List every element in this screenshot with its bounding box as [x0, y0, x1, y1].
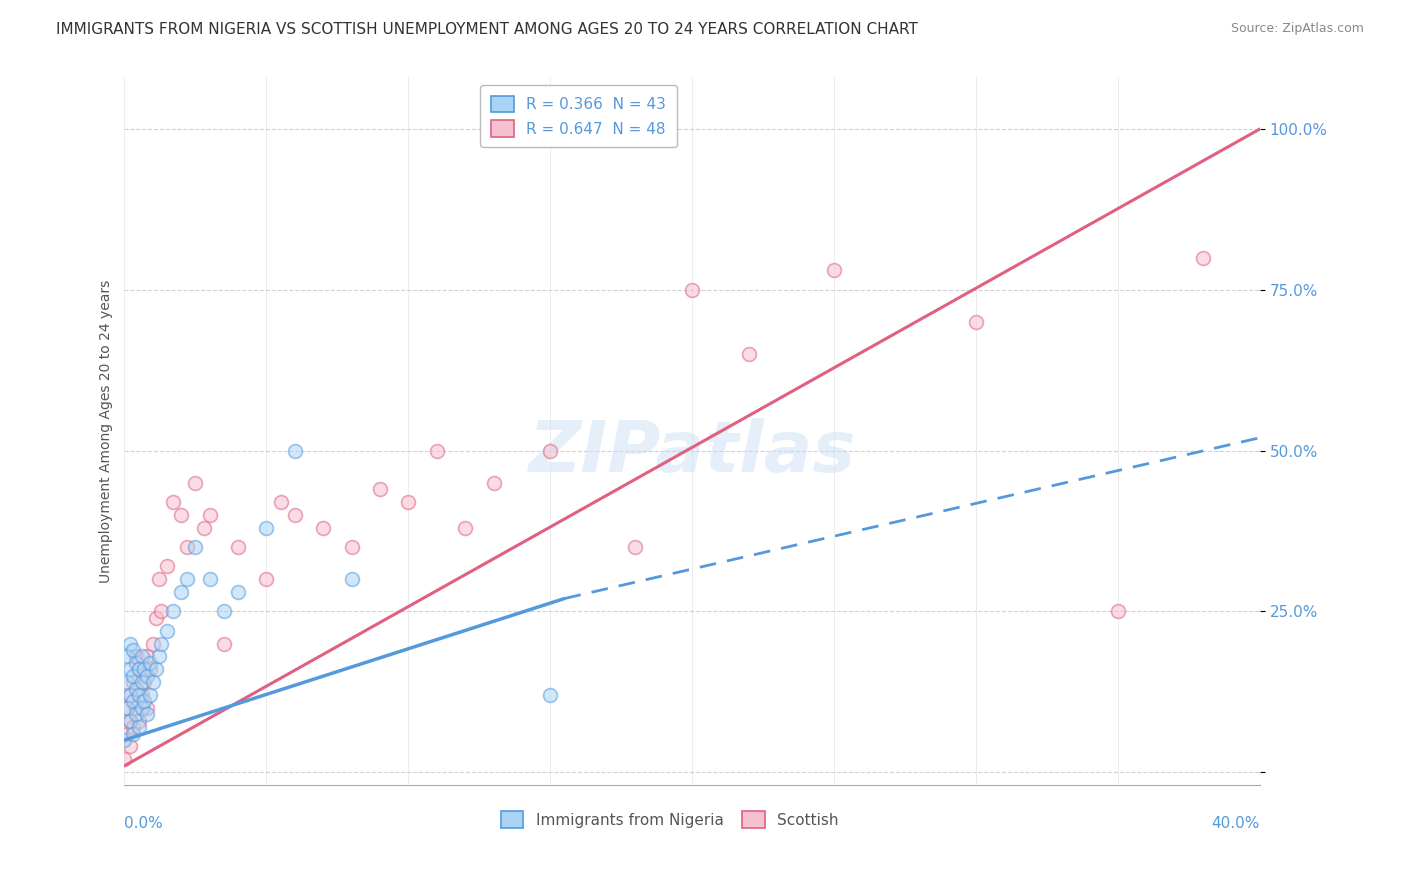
- Point: [226, 585, 249, 599]
- Point: [145, 662, 167, 676]
- Point: [120, 714, 142, 728]
- Point: [139, 662, 162, 676]
- Point: [965, 315, 987, 329]
- Text: ZIPatlas: ZIPatlas: [529, 418, 856, 487]
- Point: [150, 636, 173, 650]
- Point: [125, 681, 148, 696]
- Point: [131, 688, 153, 702]
- Text: Source: ZipAtlas.com: Source: ZipAtlas.com: [1230, 22, 1364, 36]
- Point: [128, 662, 150, 676]
- Point: [198, 572, 221, 586]
- Point: [454, 521, 477, 535]
- Point: [284, 508, 307, 522]
- Point: [284, 443, 307, 458]
- Point: [156, 624, 179, 638]
- Point: [125, 707, 148, 722]
- Point: [145, 611, 167, 625]
- Point: [270, 495, 292, 509]
- Point: [128, 662, 150, 676]
- Point: [226, 540, 249, 554]
- Point: [176, 540, 198, 554]
- Point: [134, 694, 156, 708]
- Point: [254, 572, 277, 586]
- Point: [156, 559, 179, 574]
- Point: [120, 739, 142, 754]
- Point: [117, 726, 139, 740]
- Point: [120, 688, 142, 702]
- Point: [538, 443, 561, 458]
- Y-axis label: Unemployment Among Ages 20 to 24 years: Unemployment Among Ages 20 to 24 years: [100, 279, 114, 582]
- Point: [125, 649, 148, 664]
- Point: [184, 540, 207, 554]
- Point: [120, 714, 142, 728]
- Point: [120, 688, 142, 702]
- Point: [738, 347, 761, 361]
- Point: [142, 675, 165, 690]
- Point: [136, 649, 159, 664]
- Point: [136, 707, 159, 722]
- Point: [117, 675, 139, 690]
- Point: [131, 675, 153, 690]
- Point: [125, 701, 148, 715]
- Point: [128, 714, 150, 728]
- Point: [198, 508, 221, 522]
- Point: [212, 636, 235, 650]
- Point: [131, 649, 153, 664]
- Point: [170, 508, 193, 522]
- Point: [176, 572, 198, 586]
- Point: [122, 669, 145, 683]
- Point: [368, 482, 391, 496]
- Point: [312, 521, 335, 535]
- Point: [120, 662, 142, 676]
- Point: [117, 701, 139, 715]
- Point: [162, 495, 184, 509]
- Point: [148, 572, 170, 586]
- Point: [122, 720, 145, 734]
- Point: [170, 585, 193, 599]
- Point: [122, 694, 145, 708]
- Text: IMMIGRANTS FROM NIGERIA VS SCOTTISH UNEMPLOYMENT AMONG AGES 20 TO 24 YEARS CORRE: IMMIGRANTS FROM NIGERIA VS SCOTTISH UNEM…: [56, 22, 918, 37]
- Text: 40.0%: 40.0%: [1212, 815, 1260, 830]
- Point: [1192, 251, 1215, 265]
- Point: [150, 604, 173, 618]
- Point: [114, 733, 136, 747]
- Point: [122, 675, 145, 690]
- Point: [193, 521, 215, 535]
- Point: [128, 688, 150, 702]
- Point: [681, 283, 703, 297]
- Point: [117, 701, 139, 715]
- Point: [823, 263, 845, 277]
- Point: [340, 572, 363, 586]
- Point: [162, 604, 184, 618]
- Point: [624, 540, 647, 554]
- Point: [122, 643, 145, 657]
- Point: [148, 649, 170, 664]
- Point: [128, 720, 150, 734]
- Point: [212, 604, 235, 618]
- Point: [125, 656, 148, 670]
- Point: [134, 675, 156, 690]
- Point: [117, 649, 139, 664]
- Point: [114, 752, 136, 766]
- Legend: Immigrants from Nigeria, Scottish: Immigrants from Nigeria, Scottish: [495, 805, 845, 834]
- Point: [139, 656, 162, 670]
- Point: [1107, 604, 1129, 618]
- Point: [136, 669, 159, 683]
- Point: [340, 540, 363, 554]
- Point: [396, 495, 419, 509]
- Text: 0.0%: 0.0%: [125, 815, 163, 830]
- Point: [134, 662, 156, 676]
- Point: [426, 443, 449, 458]
- Point: [254, 521, 277, 535]
- Point: [136, 701, 159, 715]
- Point: [142, 636, 165, 650]
- Point: [482, 475, 505, 490]
- Point: [538, 688, 561, 702]
- Point: [122, 726, 145, 740]
- Point: [120, 636, 142, 650]
- Point: [131, 701, 153, 715]
- Point: [139, 688, 162, 702]
- Point: [184, 475, 207, 490]
